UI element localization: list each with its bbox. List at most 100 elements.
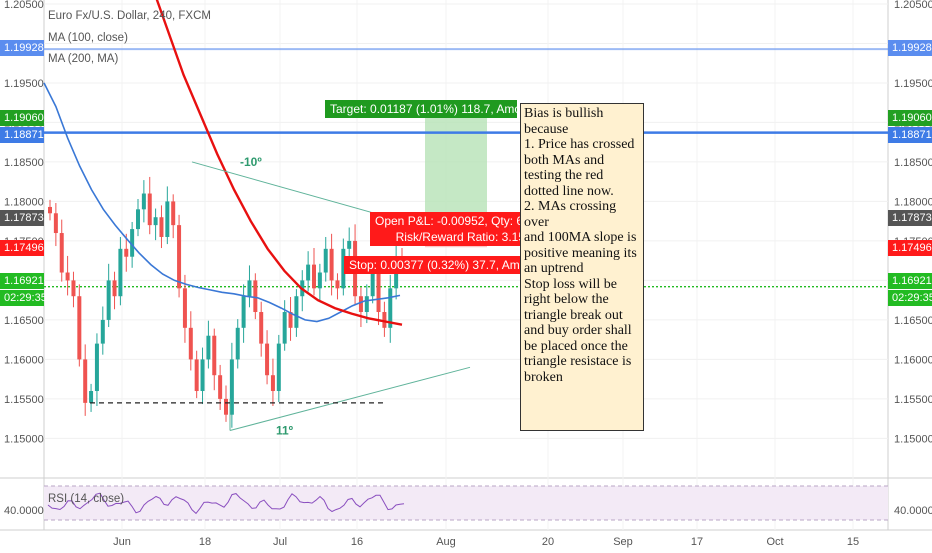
candle-body	[388, 288, 393, 328]
price-badge-2: 1.19060	[888, 110, 932, 126]
y-tick-right: 1.15000	[894, 433, 932, 445]
stop-label[interactable]: Stop: 0.00377 (0.32%) 37.7, Amo	[344, 256, 530, 274]
candle-body	[224, 398, 228, 415]
price-badge-1-left: 1.19928	[0, 40, 44, 56]
resistance-angle-label: -10º	[240, 155, 262, 169]
candle-body	[259, 312, 264, 344]
ma200-line	[155, 0, 403, 326]
candle-body	[212, 335, 217, 376]
candle-body	[276, 343, 281, 392]
ma200-legend: MA (200, MA)	[48, 53, 119, 65]
candle-body	[159, 217, 164, 237]
candle-body	[182, 288, 187, 328]
price-badge-5: 1.17496	[888, 240, 932, 256]
price-badge-5-left: 1.17496	[0, 240, 44, 256]
open-pl-label[interactable]: Open P&L: -0.00952, Qty: 66	[370, 212, 530, 230]
candle-body	[136, 209, 140, 230]
y-tick-left: 1.16500	[4, 315, 44, 327]
price-badge-4: 1.17873	[888, 210, 932, 226]
y-tick-left: 1.18500	[4, 157, 44, 169]
candle-body	[241, 296, 246, 328]
candle-body	[312, 264, 316, 289]
x-tick-label: 18	[199, 536, 211, 548]
y-tick-left: 1.19500	[4, 78, 44, 90]
candle-body	[370, 272, 375, 297]
candle-body	[106, 280, 111, 320]
candle-body	[188, 327, 193, 360]
x-tick-label: 15	[847, 536, 859, 548]
candle-body	[229, 359, 234, 415]
support-line	[229, 366, 471, 431]
y-tick-left: 1.16000	[4, 354, 44, 366]
y-tick-right: 1.20500	[894, 0, 932, 11]
support-angle-label: 11º	[276, 423, 294, 437]
y-tick-right: 1.16000	[894, 354, 932, 366]
candle-body	[89, 391, 94, 403]
candle-body	[65, 272, 70, 281]
x-tick-label: Jul	[273, 536, 287, 548]
target-label[interactable]: Target: 0.01187 (1.01%) 118.7, Amo	[325, 100, 517, 118]
price-badge-6-left: 1.16921	[0, 273, 44, 289]
candle-body	[317, 272, 322, 289]
price-badge-3-left: 1.18871	[0, 127, 44, 143]
rsi-legend: RSI (14, close)	[48, 493, 125, 505]
y-tick-left: 1.15500	[4, 394, 44, 406]
candle-body	[194, 359, 199, 392]
price-badge-2-left: 1.19060	[0, 110, 44, 126]
x-tick-label: Jun	[113, 536, 131, 548]
y-tick-right: 1.18500	[894, 157, 932, 169]
analysis-note[interactable]: Bias is bullish because 1. Price has cro…	[520, 103, 644, 431]
y-tick-left: 1.15000	[4, 433, 44, 445]
candle-body	[71, 280, 76, 297]
x-tick-label: Sep	[613, 536, 633, 548]
candle-body	[218, 375, 223, 399]
candle-body	[177, 225, 182, 289]
rsi-band	[44, 486, 888, 520]
candle-body	[294, 296, 299, 328]
countdown-badge: 02:29:35	[888, 290, 932, 306]
candle-body	[141, 193, 146, 210]
candle-body	[130, 229, 135, 257]
candle-body	[171, 201, 176, 226]
candle-body	[341, 248, 346, 289]
candle-body	[206, 335, 211, 360]
candle-body	[165, 201, 170, 237]
price-badge-3: 1.18871	[888, 127, 932, 143]
candle-body	[247, 280, 252, 297]
countdown-badge-left: 02:29:35	[0, 290, 47, 306]
candle-body	[358, 296, 363, 313]
y-tick-right: 1.19500	[894, 78, 932, 90]
candle-body	[83, 359, 88, 403]
x-tick-label: Aug	[436, 536, 456, 548]
rsi-line	[47, 492, 405, 515]
ma100-legend: MA (100, close)	[48, 32, 128, 44]
candle-body	[323, 248, 328, 273]
y-tick-right: 1.15500	[894, 394, 932, 406]
candle-body	[48, 206, 52, 214]
price-badge-1: 1.19928	[888, 40, 932, 56]
candle-body	[329, 248, 334, 281]
rr-label[interactable]: Risk/Reward Ratio: 3.15	[370, 228, 529, 246]
y-tick-left: 1.18000	[4, 196, 44, 208]
candle-body	[235, 327, 240, 360]
rsi-tick-right: 40.0000	[894, 505, 932, 517]
candle-body	[282, 312, 287, 344]
candle-body	[382, 312, 387, 328]
candle-body	[59, 233, 64, 273]
candle-body	[118, 248, 123, 297]
y-tick-right: 1.18000	[894, 196, 932, 208]
candle-body	[153, 217, 158, 226]
candle-body	[94, 343, 99, 392]
target-zone	[425, 117, 487, 218]
x-tick-label: 16	[351, 536, 363, 548]
ma100-line	[43, 82, 401, 323]
rsi-tick-left: 40.0000	[4, 505, 44, 517]
y-tick-left: 1.20500	[4, 0, 44, 11]
x-tick-label: Oct	[766, 536, 783, 548]
price-badge-4-left: 1.17873	[0, 210, 44, 226]
candle-body	[306, 264, 311, 281]
candle-body	[265, 343, 270, 376]
